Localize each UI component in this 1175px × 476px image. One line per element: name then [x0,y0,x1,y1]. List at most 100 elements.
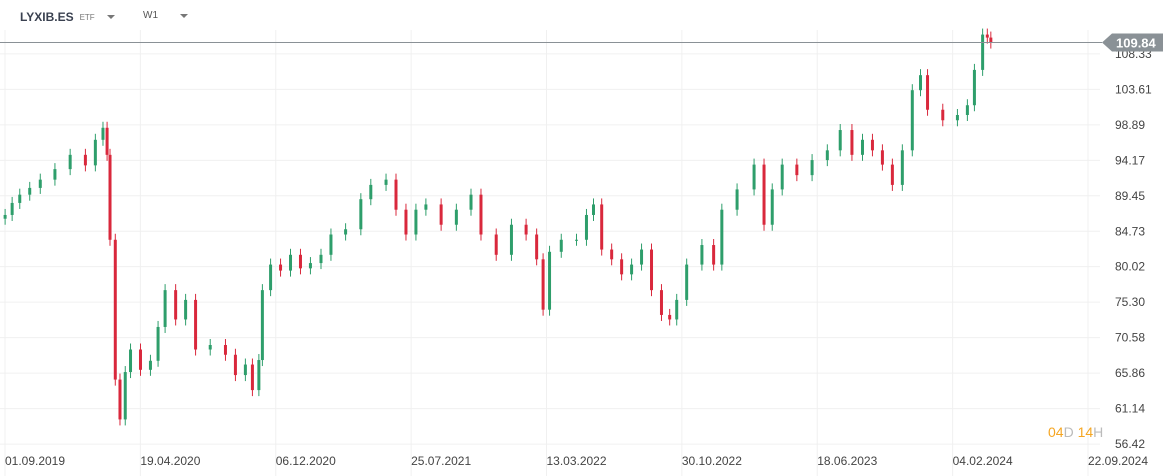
candle-body [559,239,563,252]
candle-body [194,299,198,350]
candle [770,183,774,231]
candle-body [83,154,87,166]
candle [524,218,528,241]
candle [795,158,799,182]
candle-body [138,349,142,370]
candle-body [659,290,663,315]
candle [101,121,105,146]
candle [83,148,87,172]
candle [108,148,112,246]
candle-body [850,130,854,155]
candle-body [524,224,528,235]
candle-body [600,204,604,250]
candle-body [752,164,756,190]
candle [981,28,985,76]
candle-body [685,264,689,300]
candle-body [479,194,483,235]
chevron-down-icon[interactable] [106,15,115,19]
candle [424,198,428,216]
candle-body [308,263,312,269]
candle-body [439,204,443,225]
candle [384,173,388,191]
candle [257,354,261,397]
candle-body [404,209,408,235]
y-tick-label: 61.14 [1115,402,1145,416]
candle-body [955,115,959,121]
candle [600,198,604,256]
candle [575,233,578,246]
candle-body [810,160,814,176]
candle [269,258,273,297]
candles [3,28,993,426]
y-tick-label: 89.45 [1115,189,1145,203]
candle [494,228,498,261]
candle [860,133,864,161]
candle [548,245,552,316]
candle-body [156,326,160,361]
candle [369,178,373,206]
candle-body [223,345,227,355]
candle-body [575,239,578,241]
x-tick-label: 18.06.2023 [817,454,877,468]
candle-body [329,234,333,255]
x-tick-label: 06.12.2020 [276,454,336,468]
candle [535,228,539,266]
candle [184,293,188,326]
candle-body [735,189,739,210]
x-axis: 01.09.2019 19.04.2020 06.12.2020 25.07.2021… [5,454,1148,468]
candle-body [414,209,418,235]
candle [941,103,945,127]
candle-body [174,290,178,320]
candle [850,124,854,161]
candle-body [610,249,614,260]
candle [243,358,247,382]
candle-body [369,184,373,200]
candle-body [10,202,14,215]
candle-body [257,360,261,391]
candle-body [880,150,884,165]
candle [289,248,293,277]
y-axis: 108.33103.6198.8994.1789.4584.7380.0275.… [1115,47,1152,451]
candle [591,198,595,221]
candle [439,198,443,231]
candle-body [233,354,237,376]
candle-body [919,75,923,91]
candle-body [675,299,679,320]
candle-body [18,194,22,203]
timeframe-selector[interactable]: W1 [143,10,188,21]
candle-body [910,90,914,151]
candle [3,208,7,225]
candle [972,63,976,112]
candle-body [668,314,672,320]
candle [414,203,418,241]
candle-body [68,154,72,170]
candle-body [93,139,97,166]
y-tick-label: 103.61 [1115,82,1152,96]
y-tick-label: 98.89 [1115,118,1145,132]
y-tick-label: 75.30 [1115,295,1145,309]
candle [985,28,989,44]
x-tick-label: 30.10.2022 [682,454,742,468]
candle [584,208,588,246]
candle [509,218,513,261]
candle-body [981,34,985,70]
countdown-days-unit: D [1063,424,1074,440]
candle-body [424,204,428,210]
y-tick-label: 84.73 [1115,224,1145,238]
candle [279,258,283,277]
chevron-down-icon[interactable] [180,13,188,18]
candle-body [795,164,799,176]
candle [10,196,14,221]
last-price-badge [1102,33,1163,52]
x-tick-label: 04.02.2024 [953,454,1013,468]
x-tick-label: 25.07.2021 [411,454,471,468]
candle-body [494,234,498,255]
grid [0,30,1100,476]
candle-body [965,105,969,115]
symbol-selector[interactable]: LYXIB.ES ETF [20,10,115,24]
candle-body [700,245,704,265]
last-price-value: 109.84 [1116,36,1157,51]
candle-body [250,364,254,391]
candle [163,284,167,333]
